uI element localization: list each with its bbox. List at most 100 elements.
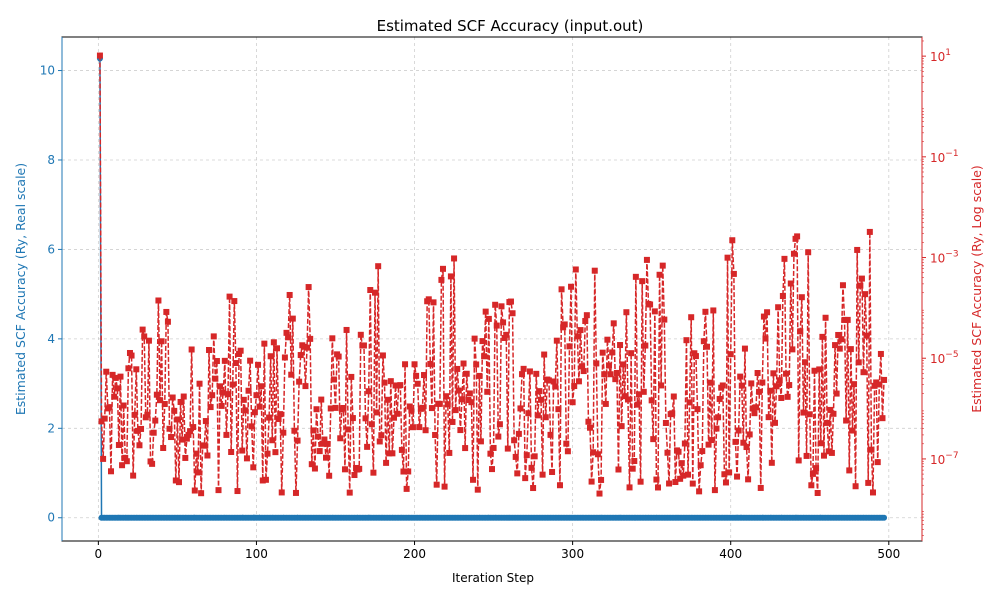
- series-log-point: [348, 373, 355, 380]
- series-log-point: [150, 429, 157, 436]
- series-log-point: [349, 415, 356, 422]
- series-log-point: [155, 297, 162, 304]
- series-log-point: [400, 468, 407, 475]
- series-log-point: [402, 361, 409, 368]
- series-log-point: [787, 280, 794, 287]
- series-log-point: [492, 301, 499, 308]
- series-log-point: [438, 276, 445, 283]
- series-log-point: [596, 490, 603, 497]
- series-log-point: [414, 380, 421, 387]
- series-log-point: [525, 410, 532, 417]
- series-log-point: [526, 368, 533, 375]
- series-log-point: [485, 315, 492, 322]
- series-log-point: [604, 336, 611, 343]
- series-log-point: [511, 437, 518, 444]
- series-log-point: [610, 320, 617, 327]
- series-log-point: [428, 405, 435, 412]
- series-log-point: [735, 427, 742, 434]
- series-log-point: [585, 418, 592, 425]
- series-log-point: [125, 365, 132, 372]
- series-log-point: [311, 465, 318, 472]
- series-log-point: [376, 438, 383, 445]
- series-log-point: [607, 371, 614, 378]
- series-log-point: [705, 441, 712, 448]
- series-log-point: [681, 440, 688, 447]
- series-log-point: [326, 472, 333, 479]
- series-log-point: [264, 450, 271, 457]
- series-log-point: [507, 298, 514, 305]
- series-log-point: [624, 396, 631, 403]
- series-log-point: [152, 417, 159, 424]
- series-log-point: [664, 449, 671, 456]
- series-log-point: [568, 283, 575, 290]
- series-log-point: [555, 406, 562, 413]
- series-log-point: [639, 278, 646, 285]
- series-log-point: [836, 345, 843, 352]
- series-log-point: [881, 376, 888, 383]
- series-log-point: [805, 249, 812, 256]
- series-log-point: [605, 362, 612, 369]
- series-log-point: [580, 368, 587, 375]
- series-log-point: [368, 421, 375, 428]
- series-log-point: [656, 271, 663, 278]
- series-log-point: [324, 440, 331, 447]
- series-log-point: [310, 427, 317, 434]
- series-log-point: [631, 458, 638, 465]
- series-log-point: [738, 382, 745, 389]
- series-log-point: [860, 369, 867, 376]
- series-log-point: [865, 479, 872, 486]
- series-log-point: [158, 338, 165, 345]
- series-log-point: [416, 424, 423, 431]
- series-log-point: [512, 453, 519, 460]
- series-log-point: [209, 392, 216, 399]
- series-log-point: [626, 484, 633, 491]
- series-log-point: [365, 388, 372, 395]
- series-log-point: [101, 415, 108, 422]
- series-log-point: [523, 452, 530, 459]
- series-log-point: [539, 471, 546, 478]
- series-log-point: [678, 460, 685, 467]
- series-log-point: [327, 405, 334, 412]
- series-log-point: [636, 391, 643, 398]
- series-log-point: [599, 349, 606, 356]
- series-log-point: [323, 454, 330, 461]
- series-log-point: [397, 382, 404, 389]
- series-log-point: [542, 414, 549, 421]
- series-log-point: [479, 338, 486, 345]
- series-log-point: [250, 464, 257, 471]
- chart-title: Estimated SCF Accuracy (input.out): [377, 17, 644, 35]
- series-log-point: [776, 377, 783, 384]
- series-log-point: [277, 411, 284, 418]
- series-log-point: [817, 440, 824, 447]
- series-log-point: [96, 52, 103, 59]
- series-log-point: [218, 402, 225, 409]
- series-log-point: [873, 379, 880, 386]
- series-log-point: [210, 333, 217, 340]
- series-log-point: [341, 466, 348, 473]
- series-log-point: [430, 299, 437, 306]
- series-log-point: [171, 407, 178, 414]
- series-log-point: [286, 291, 293, 298]
- x-tick-label: 0: [95, 547, 103, 561]
- series-log-point: [719, 382, 726, 389]
- series-log-point: [820, 452, 827, 459]
- series-log-point: [827, 406, 834, 413]
- x-tick-label: 300: [561, 547, 584, 561]
- series-log-point: [405, 468, 412, 475]
- series-log-point: [666, 480, 673, 487]
- series-log-point: [514, 470, 521, 477]
- series-log-point: [120, 402, 127, 409]
- series-log-point: [166, 425, 173, 432]
- y-right-tick-label: 10−3: [930, 250, 959, 266]
- axis-ticks: 0 100 200 300 400 500 0 2 4 6 8 10 10−7 10−5 10−3 10−1 1…: [40, 37, 959, 561]
- series-log-point: [495, 433, 502, 440]
- series-log-point: [713, 425, 720, 432]
- series-log-point: [571, 383, 578, 390]
- series-log-point: [552, 383, 559, 390]
- series-log-point: [319, 440, 326, 447]
- y-right-tick-label: 101: [930, 48, 951, 64]
- series-log-point: [315, 433, 322, 440]
- y-left-tick-label: 6: [47, 242, 55, 256]
- series-log-point: [272, 449, 279, 456]
- series-log-point: [613, 369, 620, 376]
